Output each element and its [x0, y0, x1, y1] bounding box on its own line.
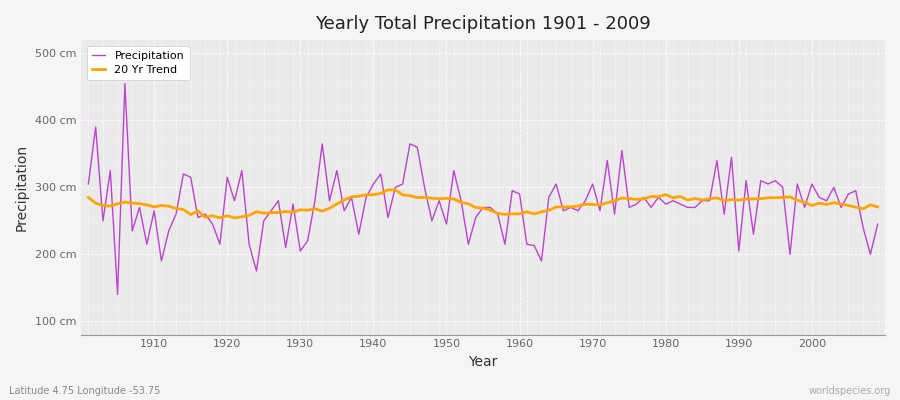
20 Yr Trend: [616, 196, 627, 200]
Precipitation: [156, 258, 166, 263]
Line: Precipitation: Precipitation: [88, 84, 878, 294]
20 Yr Trend: [354, 194, 364, 199]
Text: Latitude 4.75 Longitude -53.75: Latitude 4.75 Longitude -53.75: [9, 386, 160, 396]
Precipitation: [112, 292, 123, 297]
20 Yr Trend: [83, 195, 94, 200]
20 Yr Trend: [529, 212, 540, 216]
20 Yr Trend: [521, 210, 532, 214]
Text: worldspecies.org: worldspecies.org: [809, 386, 891, 396]
Line: 20 Yr Trend: 20 Yr Trend: [88, 190, 878, 218]
Precipitation: [361, 195, 372, 200]
20 Yr Trend: [141, 202, 152, 207]
20 Yr Trend: [310, 206, 320, 211]
Precipitation: [83, 182, 94, 186]
Precipitation: [120, 81, 130, 86]
Precipitation: [872, 222, 883, 226]
Title: Yearly Total Precipitation 1901 - 2009: Yearly Total Precipitation 1901 - 2009: [315, 15, 651, 33]
Legend: Precipitation, 20 Yr Trend: Precipitation, 20 Yr Trend: [86, 46, 190, 80]
20 Yr Trend: [872, 204, 883, 209]
Precipitation: [529, 243, 540, 248]
Y-axis label: Precipitation: Precipitation: [15, 144, 29, 231]
Precipitation: [616, 148, 627, 153]
X-axis label: Year: Year: [468, 355, 498, 369]
20 Yr Trend: [214, 215, 225, 220]
20 Yr Trend: [382, 188, 393, 192]
Precipitation: [521, 242, 532, 247]
Precipitation: [317, 142, 328, 146]
